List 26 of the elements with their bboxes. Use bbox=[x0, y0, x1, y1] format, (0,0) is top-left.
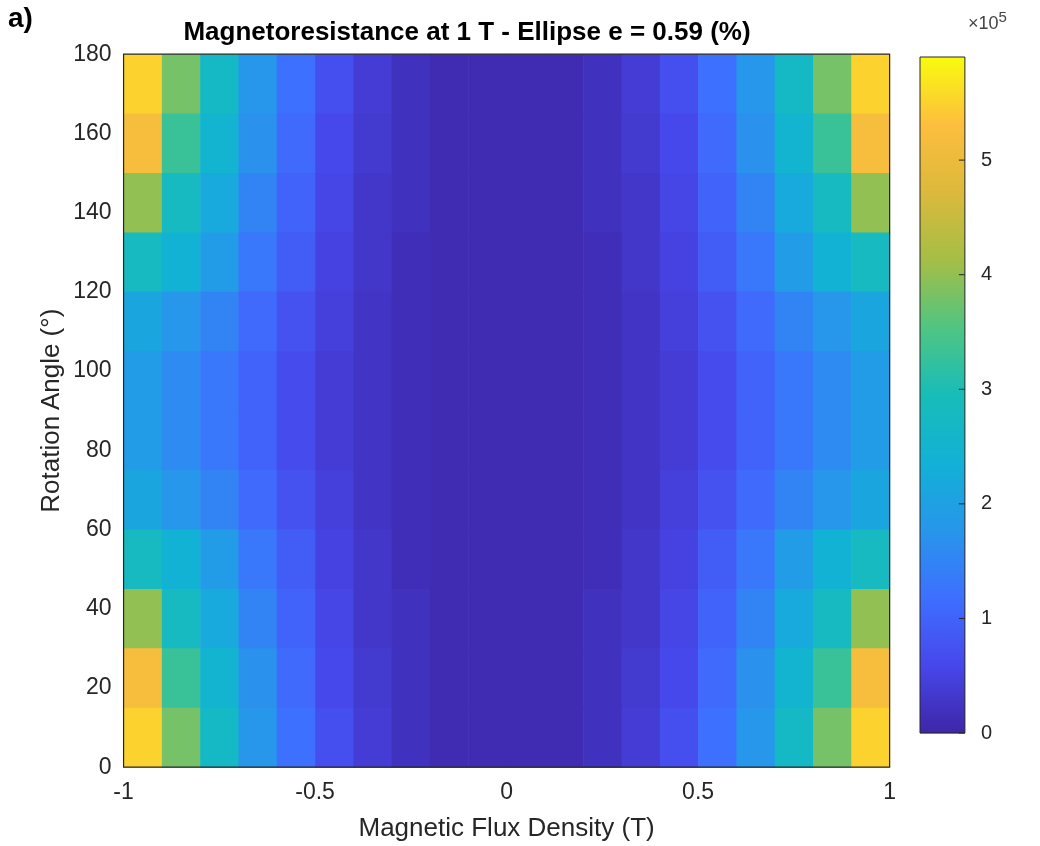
y-tick-label: 0 bbox=[98, 752, 112, 779]
y-axis-title: Rotation Angle (°) bbox=[34, 308, 65, 513]
color-bar-label: 3 bbox=[980, 376, 992, 399]
x-tick-label: 1 bbox=[883, 778, 896, 805]
color-bar-label: 4 bbox=[980, 262, 992, 285]
y-tick-label: 120 bbox=[73, 277, 112, 304]
y-tick-label: 60 bbox=[85, 514, 112, 541]
text: ×10$^{5}$ bbox=[968, 8, 1007, 34]
text: a) bbox=[8, 2, 33, 34]
x-axis-title: Magnetic Flux Density (T) bbox=[358, 811, 655, 842]
color-bar-label: 1 bbox=[980, 605, 992, 628]
y-tick-label: 140 bbox=[73, 197, 112, 224]
y-tick-label: 180 bbox=[73, 39, 112, 66]
x-tick-label: 0 bbox=[500, 778, 513, 805]
x-tick-label: 0.5 bbox=[682, 778, 715, 805]
y-tick-label: 80 bbox=[85, 435, 112, 462]
color-bar-label: 2 bbox=[980, 491, 992, 514]
color-bar-label: 5 bbox=[980, 147, 992, 170]
x-tick-label: -0.5 bbox=[295, 778, 335, 805]
y-tick-label: 100 bbox=[73, 356, 112, 383]
y-tick-label: 40 bbox=[85, 594, 112, 621]
chart-title: Magnetoresistance at 1 T - Ellipse e = 0.59 (%) bbox=[183, 15, 751, 46]
y-tick-label: 160 bbox=[73, 118, 112, 145]
y-tick-label: 20 bbox=[85, 673, 112, 700]
x-tick-label: -1 bbox=[113, 778, 134, 805]
color-bar-label: 0 bbox=[980, 720, 992, 743]
